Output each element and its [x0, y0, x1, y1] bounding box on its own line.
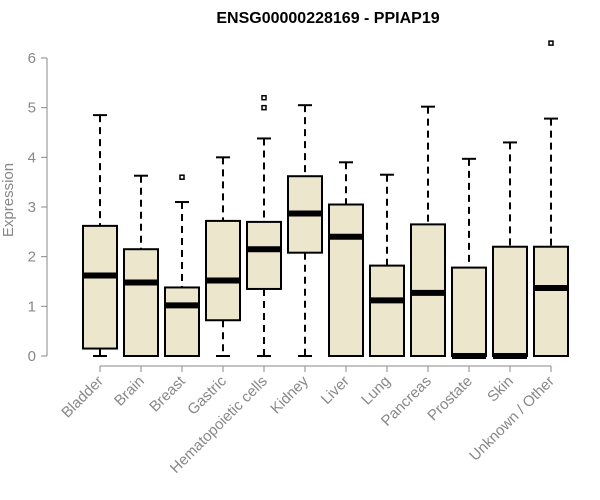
x-tick-label: Brain [111, 373, 148, 410]
iqr-box [123, 248, 159, 357]
box-series [82, 40, 569, 359]
box-gastric [205, 156, 241, 357]
x-tick-label: Bladder [58, 373, 107, 422]
outlier-point [261, 94, 267, 101]
iqr-box [164, 286, 200, 357]
x-tick-label: Kidney [267, 372, 312, 417]
x-tick-label: Lung [358, 373, 394, 409]
outlier-point [548, 40, 554, 46]
x-tick-label: Breast [146, 372, 189, 415]
y-axis-label: Expression [0, 163, 17, 237]
outlier-point [179, 174, 185, 180]
x-tick-label: Liver [318, 373, 353, 408]
iqr-box [82, 224, 118, 350]
box-lung [369, 173, 405, 357]
box-prostate [451, 157, 487, 359]
y-tick-label: 2 [28, 249, 36, 266]
iqr-box [492, 245, 528, 358]
y-tick-label: 6 [28, 50, 36, 67]
box-unknown-other [533, 40, 569, 358]
iqr-box [369, 264, 405, 357]
y-tick-label: 5 [28, 100, 36, 117]
box-brain [123, 174, 159, 357]
box-pancreas [410, 105, 446, 357]
box-liver [328, 161, 364, 357]
iqr-box [328, 203, 364, 357]
iqr-box [246, 220, 282, 290]
iqr-box [533, 245, 569, 358]
iqr-box [205, 219, 241, 322]
y-tick-label: 1 [28, 298, 36, 315]
box-bladder [82, 114, 118, 357]
box-hematopoietic-cells [246, 94, 282, 357]
chart-title: ENSG00000228169 - PPIAP19 [216, 10, 439, 27]
iqr-box [451, 266, 487, 357]
x-tick-label: Prostate [424, 373, 476, 425]
x-tick-label: Skin [484, 373, 517, 406]
box-kidney [287, 104, 323, 357]
y-tick-label: 0 [28, 348, 36, 365]
y-axis: 0 1 2 3 4 5 6 [28, 50, 48, 365]
outlier-point [261, 104, 267, 111]
y-tick-label: 4 [28, 149, 36, 166]
y-tick-label: 3 [28, 199, 36, 216]
box-skin [492, 141, 528, 359]
box-breast [164, 174, 200, 357]
